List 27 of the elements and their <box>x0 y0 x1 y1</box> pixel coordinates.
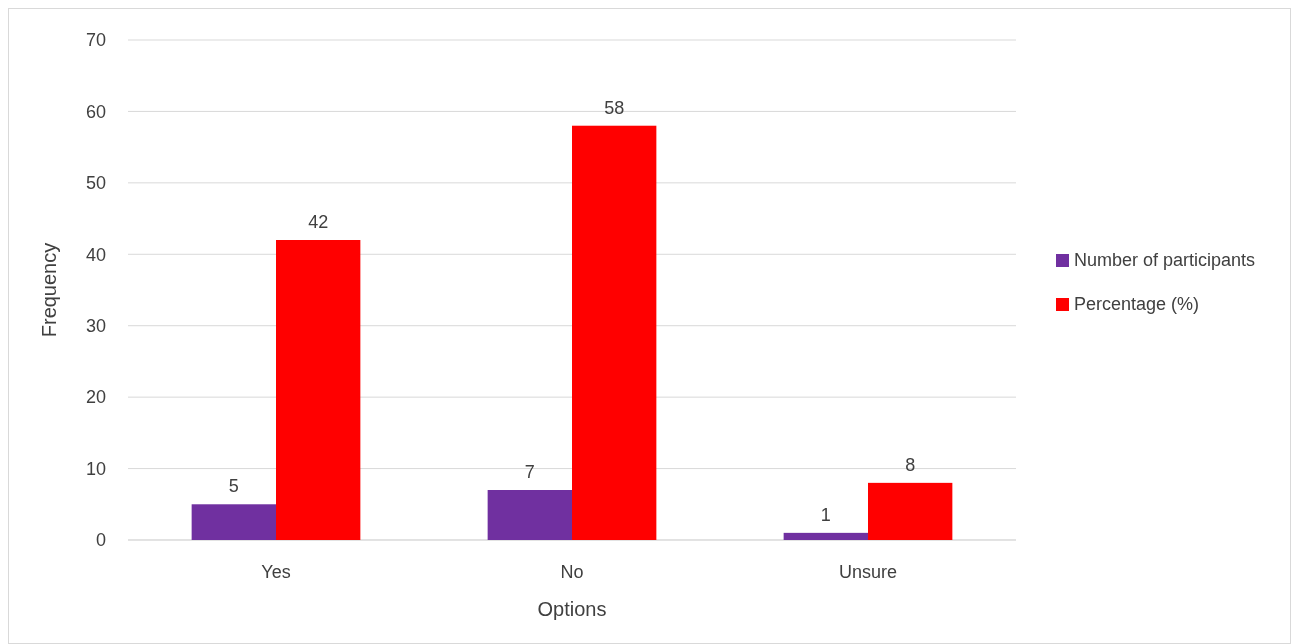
bar <box>191 504 276 540</box>
bar <box>783 532 868 540</box>
x-tick-label: Yes <box>261 562 291 582</box>
data-label: 7 <box>524 462 535 482</box>
data-label: 58 <box>604 97 625 118</box>
data-label: 5 <box>228 476 239 497</box>
legend-label: Number of participants <box>1074 250 1256 271</box>
x-axis-title: Options <box>537 598 607 620</box>
data-label: 1 <box>820 504 831 525</box>
bar <box>868 482 953 540</box>
y-tick-label: 10 <box>85 458 106 479</box>
y-tick-label: 50 <box>85 173 106 194</box>
y-tick-label: 70 <box>85 30 106 51</box>
legend-label: Percentage (%) <box>1074 294 1200 315</box>
y-axis-title: Frequency <box>38 242 60 338</box>
bar <box>572 125 657 540</box>
y-tick-label: 30 <box>85 316 106 337</box>
data-label: 8 <box>905 454 916 475</box>
x-tick-label: No <box>560 562 584 582</box>
data-label: 42 <box>308 212 329 232</box>
y-tick-label: 40 <box>85 244 106 265</box>
y-tick-label: 60 <box>85 101 106 122</box>
y-tick-label: 0 <box>95 530 106 551</box>
y-tick-label: 20 <box>85 387 106 408</box>
bar <box>276 240 361 540</box>
bar <box>487 490 572 540</box>
x-tick-label: Unsure <box>838 562 898 582</box>
